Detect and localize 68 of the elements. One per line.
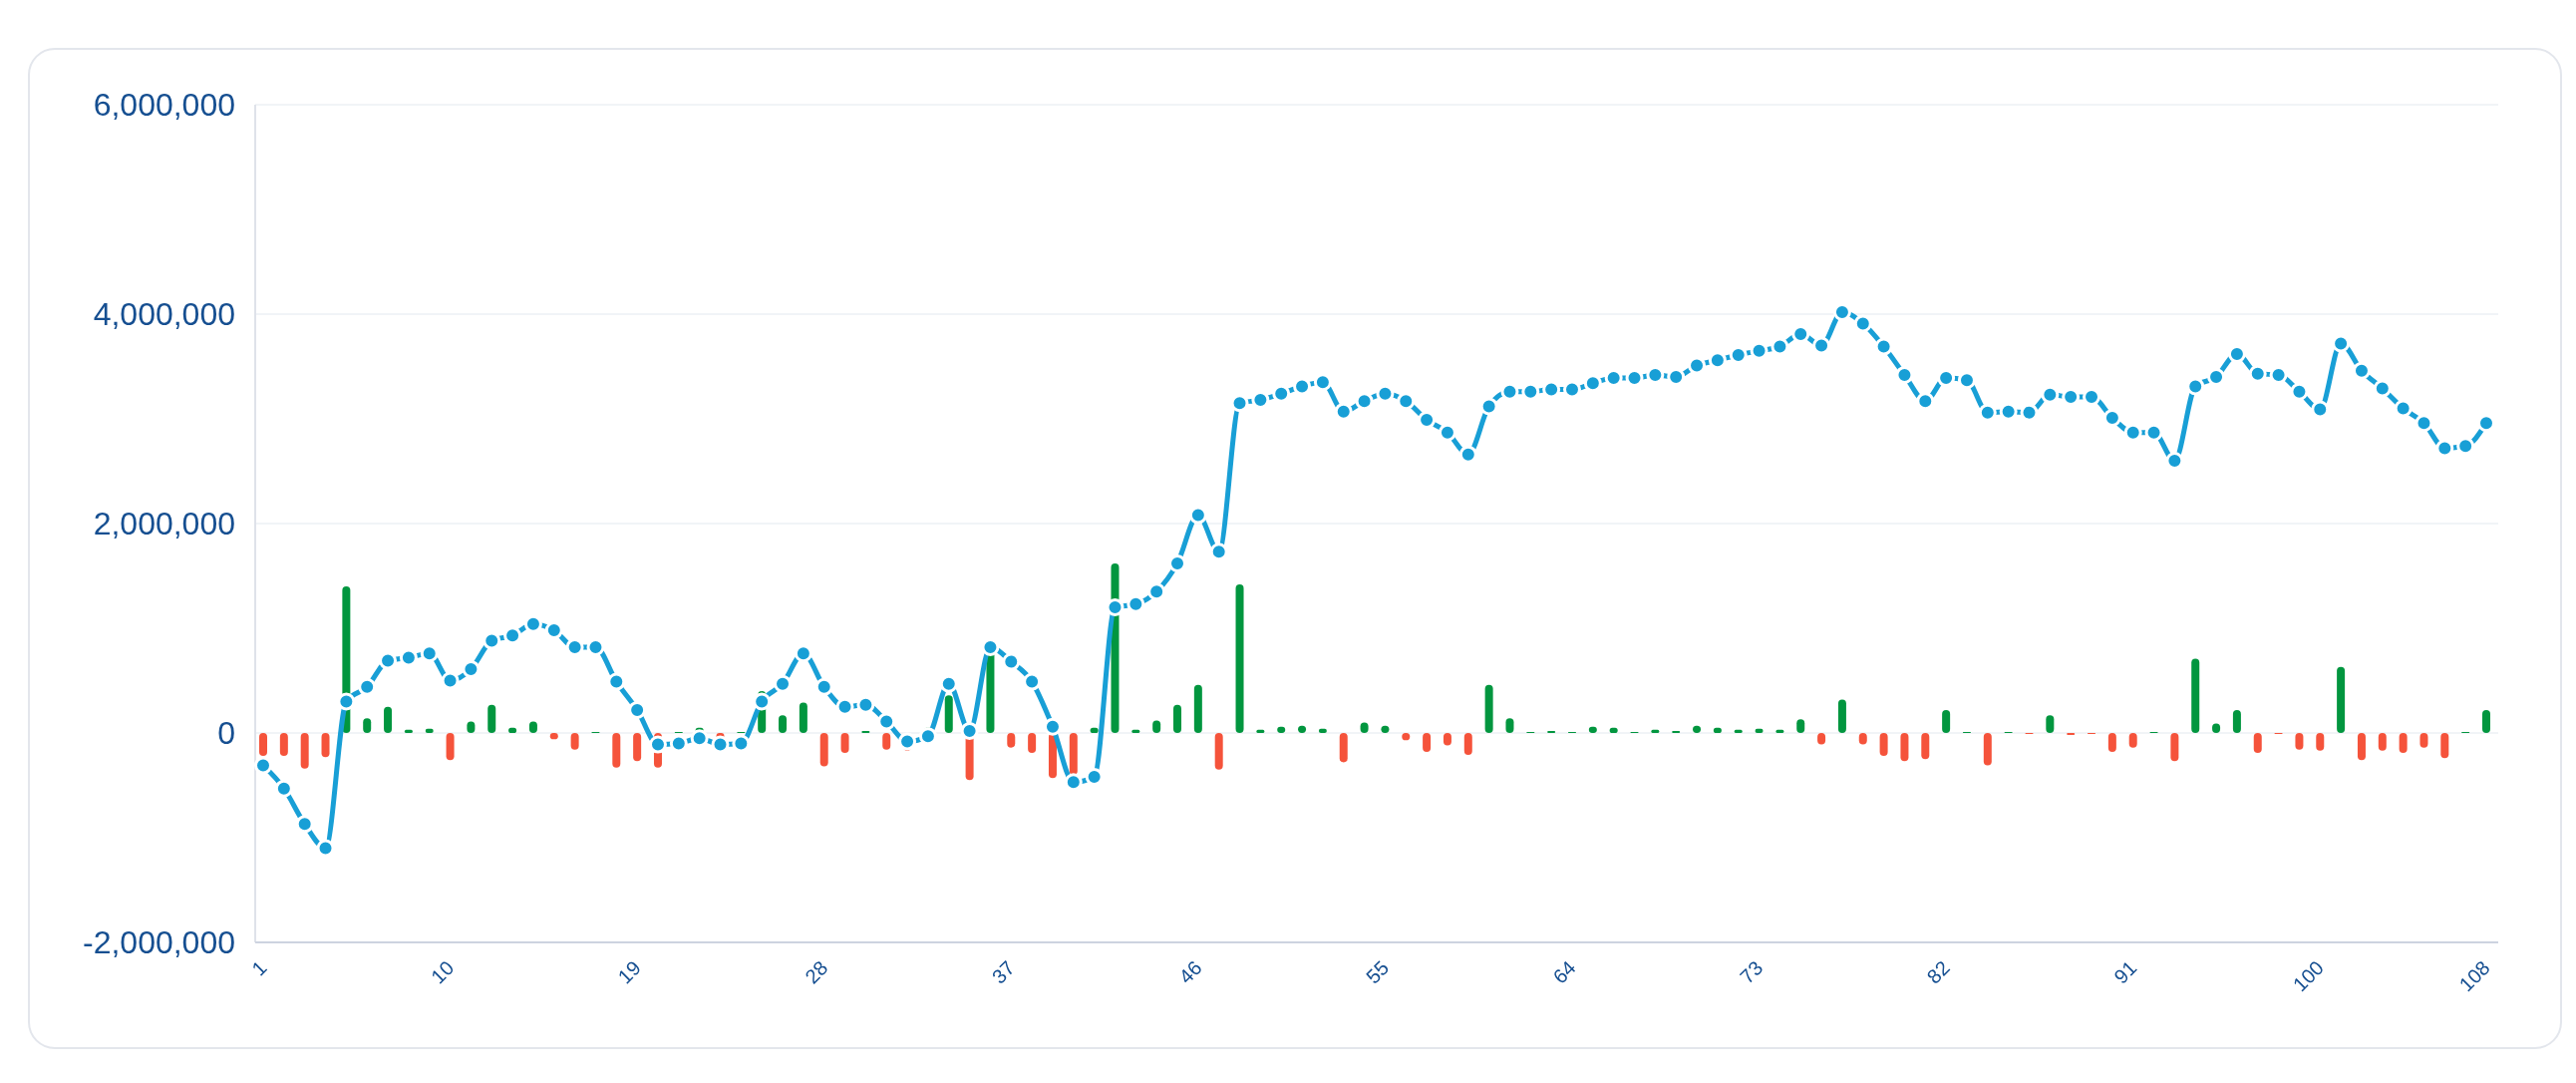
x-tick-label: 73: [1736, 956, 1768, 988]
y-tick-label: 6,000,000: [93, 87, 235, 124]
x-tick-label: 19: [613, 956, 645, 988]
bar: [799, 702, 807, 733]
bar: [1028, 733, 1037, 753]
bar: [779, 715, 788, 733]
x-tick-label: 1: [247, 956, 271, 980]
bar: [1837, 699, 1846, 733]
bar: [384, 706, 393, 733]
bar: [1921, 733, 1930, 760]
bar: [1796, 719, 1805, 733]
x-tick-label: 108: [2454, 956, 2494, 996]
bar: [2128, 733, 2137, 748]
x-tick-label: 100: [2288, 956, 2329, 996]
bar: [1214, 733, 1223, 770]
bar: [1423, 733, 1432, 752]
x-tick-label: 28: [801, 956, 832, 988]
x-tick-label: 46: [1174, 956, 1206, 988]
x-tick-label: 37: [987, 956, 1020, 988]
bar: [840, 733, 849, 753]
x-tick-label: 82: [1922, 956, 1954, 988]
bar: [2378, 733, 2387, 751]
bar: [1007, 733, 1016, 748]
x-tick-label: 91: [2109, 956, 2141, 988]
bar: [1235, 583, 1244, 733]
bar: [2253, 733, 2262, 753]
x-tick-label: 64: [1548, 956, 1580, 988]
bar: [1879, 733, 1888, 757]
bar: [1193, 684, 1202, 733]
bar: [1942, 709, 1951, 733]
bar: [1484, 684, 1493, 733]
bar: [612, 733, 621, 768]
bar: [2440, 733, 2449, 759]
bar: [363, 718, 372, 733]
y-tick-label: 4,000,000: [93, 296, 235, 333]
bar: [300, 733, 309, 769]
y-tick-label: 2,000,000: [93, 506, 235, 542]
bar: [404, 729, 413, 733]
x-tick-label: 55: [1361, 956, 1394, 988]
bar: [882, 733, 891, 750]
bar: [279, 733, 288, 757]
x-tick-label: 10: [427, 956, 459, 988]
bar: [2295, 733, 2304, 750]
bar: [446, 733, 455, 761]
bar: [1173, 704, 1182, 733]
bar: [1505, 718, 1514, 733]
bar: [2399, 733, 2408, 753]
bar: [1339, 733, 1348, 763]
bar: [1900, 733, 1909, 762]
bar: [633, 733, 642, 762]
bar: [2232, 709, 2241, 733]
bar: [2316, 733, 2325, 751]
bar: [2357, 733, 2366, 761]
bar: [2046, 715, 2055, 733]
bar: [2191, 658, 2200, 733]
bar: [2337, 666, 2346, 733]
bar: [1983, 733, 1992, 766]
bar: [2170, 733, 2179, 762]
y-tick-label: -2,000,000: [82, 924, 235, 961]
bar: [2107, 733, 2116, 752]
bar: [321, 733, 330, 758]
bar: [819, 733, 828, 767]
bar: [2482, 709, 2490, 733]
y-tick-label: 0: [217, 715, 235, 752]
bar: [2419, 733, 2428, 748]
bar: [1463, 733, 1472, 756]
bar: [570, 733, 579, 750]
bar: [487, 704, 496, 733]
